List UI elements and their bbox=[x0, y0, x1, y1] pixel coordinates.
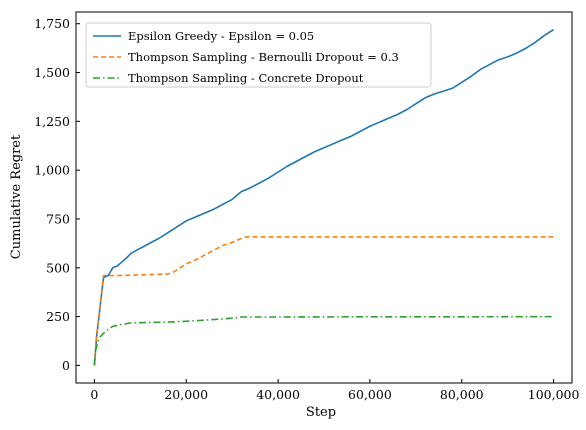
series-line-1 bbox=[93, 28, 555, 366]
y-tick-label: 0 bbox=[62, 358, 70, 373]
legend: Epsilon Greedy - Epsilon = 0.05 Thompson … bbox=[85, 22, 432, 88]
y-tick-label: 500 bbox=[46, 260, 70, 275]
y-tick-label: 750 bbox=[46, 211, 70, 226]
y-tick-label: 250 bbox=[46, 309, 70, 324]
plot-frame bbox=[75, 11, 573, 384]
y-tick-label: 1,000 bbox=[34, 163, 70, 178]
legend-label-2: Thompson Sampling - Bernoulli Dropout = … bbox=[128, 50, 399, 64]
series-layer bbox=[93, 28, 555, 366]
legend-box bbox=[85, 22, 432, 88]
x-tick-label: 60,000 bbox=[348, 387, 392, 402]
y-axis-title: Cumulative Regret bbox=[9, 134, 24, 259]
legend-label-1: Epsilon Greedy - Epsilon = 0.05 bbox=[128, 29, 314, 43]
y-tick-label: 1,250 bbox=[34, 114, 70, 129]
y-tick-label: 1,750 bbox=[34, 16, 70, 31]
x-tick-label: 40,000 bbox=[256, 387, 300, 402]
x-axis-title: Step bbox=[306, 405, 336, 420]
x-tick-label: 100,000 bbox=[528, 387, 580, 402]
x-tick-label: 0 bbox=[90, 387, 98, 402]
legend-label-3: Thompson Sampling - Concrete Dropout bbox=[128, 71, 364, 85]
axes-layer: 0 20,000 40,000 60,000 80,000 100,000 0 250 500 7… bbox=[34, 16, 579, 402]
series-line-3 bbox=[93, 315, 554, 366]
series-line-2 bbox=[93, 236, 554, 366]
x-tick-label: 20,000 bbox=[164, 387, 208, 402]
x-tick-label: 80,000 bbox=[440, 387, 484, 402]
y-tick-label: 1,500 bbox=[34, 65, 70, 80]
